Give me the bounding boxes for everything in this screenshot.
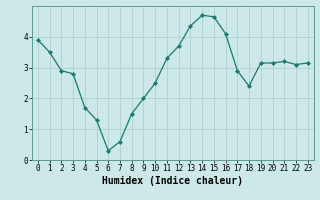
X-axis label: Humidex (Indice chaleur): Humidex (Indice chaleur) [102, 176, 243, 186]
